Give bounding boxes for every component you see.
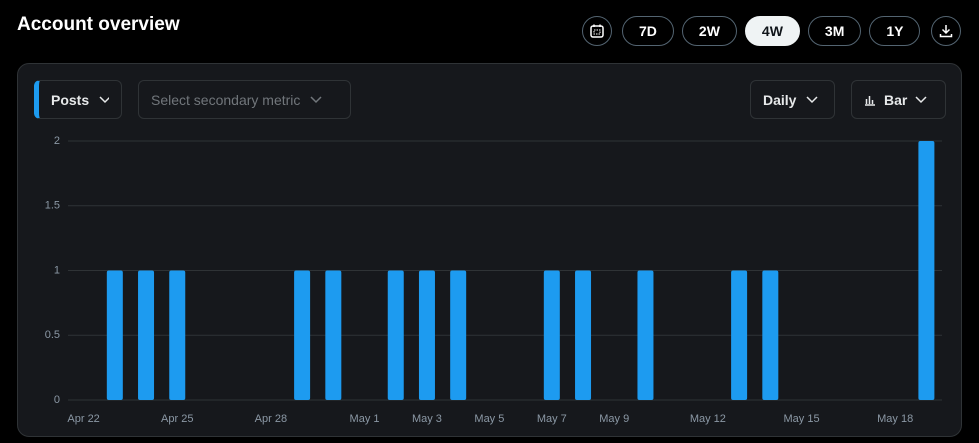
dropdown-label: Daily [763, 91, 797, 108]
x-tick-label: Apr 22 [67, 413, 99, 425]
y-tick-label: 1.5 [45, 200, 60, 212]
y-tick-label: 2 [54, 135, 60, 147]
chevron [915, 95, 927, 103]
bar [918, 141, 935, 400]
interval-dropdown[interactable]: Daily [750, 80, 835, 119]
dropdown-label: Bar [884, 91, 908, 108]
x-tick-label: May 18 [877, 413, 913, 425]
x-tick-label: May 5 [474, 413, 504, 425]
dropdown-label: Select secondary metric [151, 91, 301, 108]
range-group: 7D 2W 4W 3M 1Y [622, 16, 921, 46]
metric-dropdown[interactable]: Posts [34, 80, 122, 119]
bar [575, 270, 592, 400]
bar [294, 270, 311, 400]
download-icon [939, 25, 953, 38]
bar [325, 270, 342, 400]
x-tick-label: May 15 [783, 413, 819, 425]
calendar-button[interactable] [582, 16, 612, 46]
page-title: Account overview [17, 14, 180, 35]
y-tick-label: 1 [54, 264, 60, 276]
bar-icon [865, 95, 875, 106]
dropdown-label: Posts [51, 91, 90, 108]
bar [138, 270, 155, 400]
range-button[interactable]: 4W [744, 16, 800, 46]
x-tick-label: May 12 [690, 413, 726, 425]
y-tick-label: 0 [54, 394, 60, 406]
range-button[interactable]: 1Y [869, 16, 921, 46]
range-button[interactable]: 3M [807, 16, 862, 46]
chevron [310, 95, 322, 103]
bar [450, 270, 467, 400]
range-button[interactable]: 2W [681, 16, 737, 46]
bar [543, 270, 560, 400]
range-button[interactable]: 7D [622, 16, 674, 46]
y-tick-label: 0.5 [45, 329, 60, 341]
x-tick-label: May 7 [537, 413, 567, 425]
secondary-metric-dropdown[interactable]: Select secondary metric [138, 80, 351, 119]
download-button[interactable] [931, 16, 961, 46]
calendar-icon [590, 24, 604, 38]
chart-kind-dropdown[interactable]: Bar [851, 80, 946, 119]
chevron [99, 95, 109, 103]
x-tick-label: Apr 25 [161, 413, 193, 425]
bar [762, 270, 779, 400]
bar [418, 270, 435, 400]
bar [387, 270, 404, 400]
bar [106, 270, 123, 400]
bar [169, 270, 186, 400]
x-tick-label: Apr 28 [255, 413, 287, 425]
x-tick-label: May 1 [350, 413, 380, 425]
x-tick-label: May 9 [599, 413, 629, 425]
bar [637, 270, 654, 400]
chevron [806, 95, 818, 103]
bar [731, 270, 748, 400]
x-tick-label: May 3 [412, 413, 442, 425]
